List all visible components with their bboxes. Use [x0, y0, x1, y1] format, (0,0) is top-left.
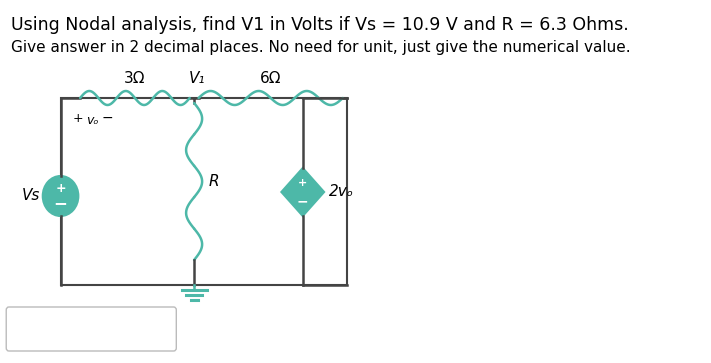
Text: vₒ: vₒ: [86, 114, 99, 126]
Text: 3Ω: 3Ω: [124, 71, 146, 86]
Circle shape: [43, 176, 78, 216]
Text: −: −: [53, 194, 68, 212]
Polygon shape: [282, 168, 324, 216]
Text: +: +: [298, 178, 307, 188]
Text: −: −: [297, 194, 309, 208]
Bar: [60, 98, 347, 285]
Text: Vs: Vs: [22, 188, 40, 204]
Text: 6Ω: 6Ω: [260, 71, 282, 86]
Text: +: +: [73, 111, 84, 125]
Text: Using Nodal analysis, find V1 in Volts if Vs = 10.9 V and R = 6.3 Ohms.: Using Nodal analysis, find V1 in Volts i…: [11, 16, 629, 34]
Text: V₁: V₁: [188, 71, 205, 86]
FancyBboxPatch shape: [6, 307, 176, 351]
Text: 2vₒ: 2vₒ: [328, 184, 353, 200]
Text: Give answer in 2 decimal places. No need for unit, just give the numerical value: Give answer in 2 decimal places. No need…: [11, 40, 631, 55]
Text: −: −: [101, 111, 112, 125]
Text: +: +: [55, 183, 66, 196]
Text: R: R: [208, 174, 219, 189]
